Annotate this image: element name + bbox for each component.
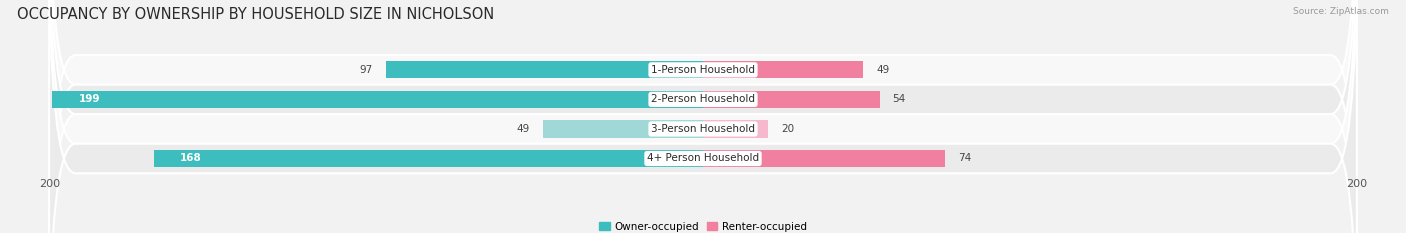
Bar (703, 150, 945, 167)
Bar (385, 61, 703, 79)
FancyBboxPatch shape (49, 0, 1357, 233)
FancyBboxPatch shape (49, 0, 1357, 233)
Text: 49: 49 (876, 65, 890, 75)
Text: 2-Person Household: 2-Person Household (651, 94, 755, 104)
Text: 49: 49 (516, 124, 530, 134)
Bar (52, 91, 703, 108)
Bar (703, 91, 880, 108)
Legend: Owner-occupied, Renter-occupied: Owner-occupied, Renter-occupied (595, 218, 811, 233)
FancyBboxPatch shape (49, 0, 1357, 233)
Text: 3-Person Household: 3-Person Household (651, 124, 755, 134)
Text: OCCUPANCY BY OWNERSHIP BY HOUSEHOLD SIZE IN NICHOLSON: OCCUPANCY BY OWNERSHIP BY HOUSEHOLD SIZE… (17, 7, 494, 22)
Text: 97: 97 (360, 65, 373, 75)
Text: 199: 199 (79, 94, 100, 104)
Text: 168: 168 (180, 154, 201, 164)
FancyBboxPatch shape (49, 0, 1357, 233)
Bar (703, 61, 863, 79)
Text: Source: ZipAtlas.com: Source: ZipAtlas.com (1294, 7, 1389, 16)
Text: 74: 74 (957, 154, 972, 164)
Bar (703, 120, 768, 137)
Bar (543, 120, 703, 137)
Text: 4+ Person Household: 4+ Person Household (647, 154, 759, 164)
Bar (153, 150, 703, 167)
Text: 1-Person Household: 1-Person Household (651, 65, 755, 75)
Text: 54: 54 (893, 94, 905, 104)
Text: 20: 20 (782, 124, 794, 134)
